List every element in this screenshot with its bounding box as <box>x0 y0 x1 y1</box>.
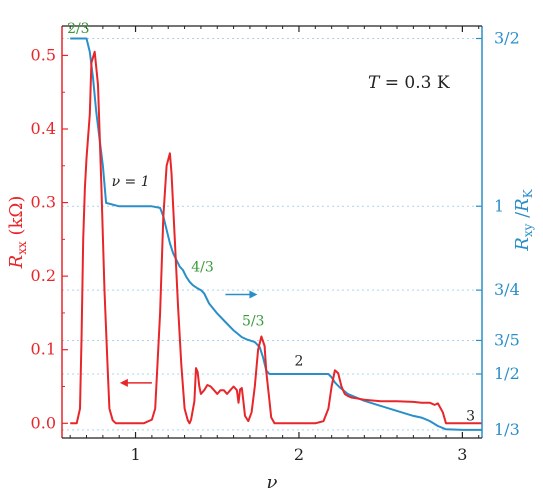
y-left-tick-label-4: 0.4 <box>31 119 56 138</box>
rxy-series-line <box>70 37 482 431</box>
y-left-label-unit: (kΩ) <box>6 196 27 242</box>
y-right-tick-label-2: 3/5 <box>494 330 520 349</box>
y-right-tick-label-3: 3/4 <box>494 280 520 299</box>
series-layer <box>70 37 482 431</box>
annotation-1: ν = 1 <box>112 174 150 190</box>
y-left-tick-label-0: 0.0 <box>31 413 56 432</box>
x-tick-label-0: 1 <box>130 445 140 464</box>
temperature-label: T = 0.3 K <box>368 73 450 93</box>
y-left-label-sub: xx <box>15 241 29 255</box>
y-right-tick-label-4: 1 <box>494 196 504 215</box>
y-right-axis-label: Rxy /RK <box>512 188 535 251</box>
y-left-axis-label: Rxx (kΩ) <box>6 196 29 270</box>
y-left-tick-label-2: 0.2 <box>31 266 56 285</box>
y-right-label-sub2: K <box>521 188 535 198</box>
y-right-label-sub: xy <box>521 223 535 237</box>
arrow-head-0 <box>119 378 128 387</box>
annotation-3: 5/3 <box>242 313 265 329</box>
y-right-label-main: R <box>512 237 533 252</box>
temperature-value: = 0.3 K <box>379 73 449 93</box>
annotations: 2/3 ν = 1 4/3 5/3 2 3 <box>67 21 475 424</box>
annotation-5: 3 <box>466 408 475 424</box>
rxx-series-line <box>70 50 482 425</box>
arrow-head-1 <box>249 290 258 299</box>
axes: 0.0 0.1 0.2 0.3 0.4 0.5 1/3 1/2 3/5 3/4 1 3/2 1 2 3 <box>31 25 520 464</box>
y-left-label-main: R <box>6 255 27 270</box>
y-right-tick-label-5: 3/2 <box>494 29 520 48</box>
annotation-0: 2/3 <box>67 21 90 37</box>
x-tick-label-1: 2 <box>294 445 304 464</box>
y-right-label-main2: R <box>512 198 533 213</box>
grid-lines <box>62 38 482 431</box>
y-right-tick-label-0: 1/3 <box>494 420 520 439</box>
annotation-2: 4/3 <box>191 260 214 276</box>
y-left-tick-label-1: 0.1 <box>31 340 56 359</box>
annotation-4: 2 <box>295 354 304 370</box>
y-right-tick-label-1: 1/2 <box>494 364 520 383</box>
y-left-tick-label-5: 0.5 <box>31 45 56 64</box>
y-left-tick-label-3: 0.3 <box>31 193 56 212</box>
x-tick-label-2: 3 <box>457 445 467 464</box>
temperature-symbol: T <box>368 73 381 93</box>
x-axis-label: ν <box>267 472 278 493</box>
y-right-label-div: / <box>512 211 533 224</box>
